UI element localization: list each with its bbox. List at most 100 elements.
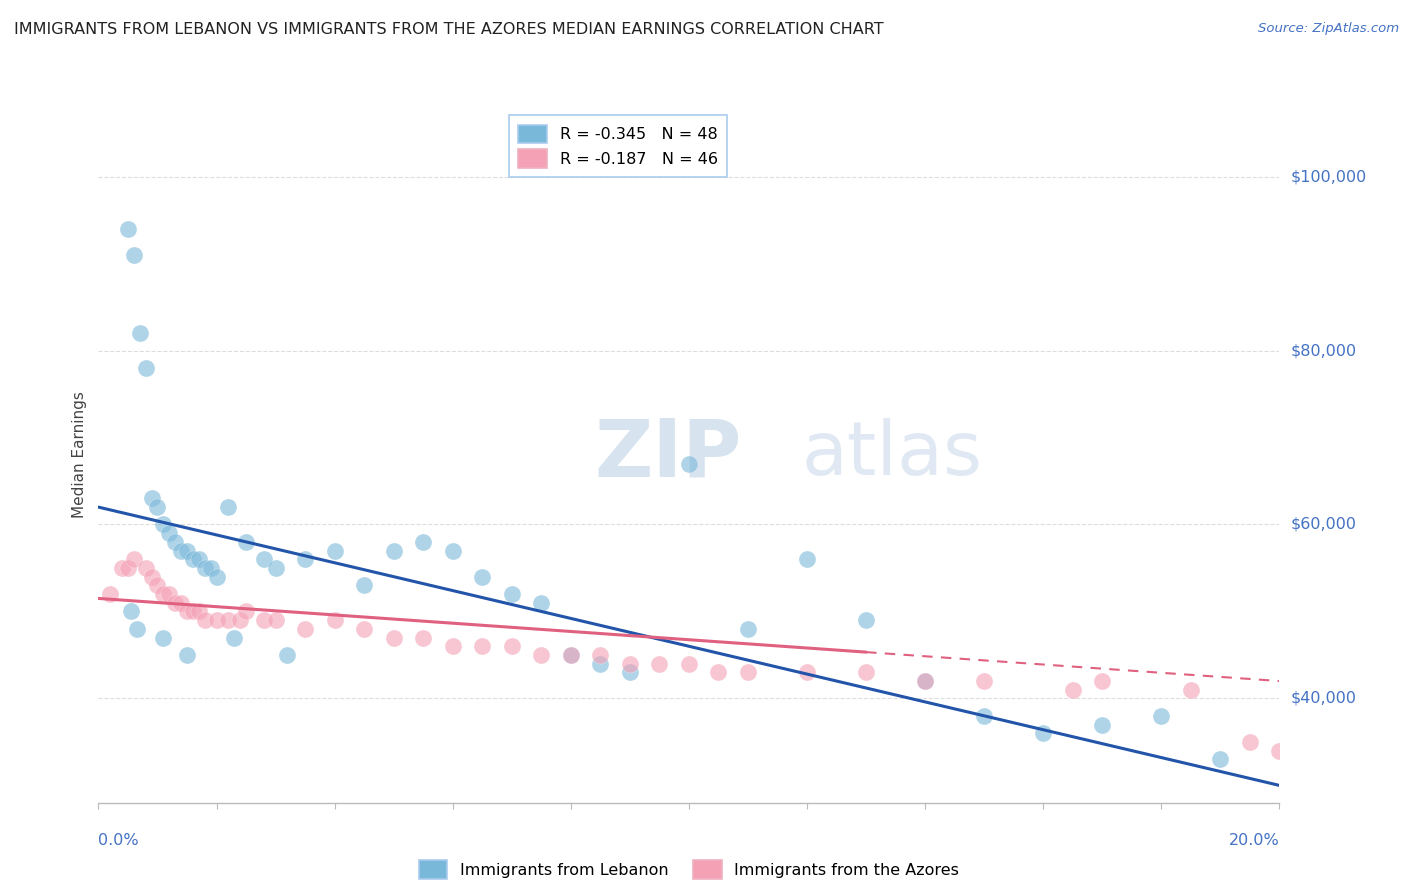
Point bbox=[973, 708, 995, 723]
Point bbox=[181, 605, 204, 619]
Point bbox=[146, 500, 169, 515]
Point bbox=[141, 570, 163, 584]
Point bbox=[501, 639, 523, 653]
Point bbox=[619, 657, 641, 671]
Point bbox=[264, 561, 287, 575]
Point bbox=[1091, 674, 1114, 689]
Point bbox=[796, 665, 818, 680]
Point bbox=[125, 622, 148, 636]
Point bbox=[122, 552, 145, 566]
Point bbox=[1150, 708, 1173, 723]
Point bbox=[170, 596, 193, 610]
Point bbox=[737, 665, 759, 680]
Point bbox=[382, 631, 405, 645]
Point bbox=[181, 552, 204, 566]
Point bbox=[382, 543, 405, 558]
Point bbox=[117, 222, 139, 236]
Point bbox=[737, 622, 759, 636]
Y-axis label: Median Earnings: Median Earnings bbox=[72, 392, 87, 518]
Point bbox=[253, 613, 276, 627]
Point bbox=[560, 648, 582, 662]
Point bbox=[165, 596, 187, 610]
Point bbox=[217, 500, 239, 515]
Point bbox=[264, 613, 287, 627]
Point bbox=[176, 605, 198, 619]
Point bbox=[205, 613, 228, 627]
Point bbox=[122, 248, 145, 262]
Point bbox=[1239, 735, 1261, 749]
Point bbox=[157, 526, 180, 541]
Text: $60,000: $60,000 bbox=[1291, 517, 1357, 532]
Point bbox=[1062, 682, 1084, 697]
Point bbox=[229, 613, 252, 627]
Text: 0.0%: 0.0% bbox=[98, 833, 139, 848]
Point bbox=[707, 665, 730, 680]
Point bbox=[152, 587, 174, 601]
Point bbox=[117, 561, 139, 575]
Point bbox=[678, 457, 700, 471]
Point bbox=[146, 578, 169, 592]
Point bbox=[217, 613, 239, 627]
Point bbox=[98, 587, 121, 601]
Point bbox=[323, 613, 346, 627]
Point bbox=[1268, 744, 1291, 758]
Point bbox=[111, 561, 134, 575]
Point bbox=[560, 648, 582, 662]
Point bbox=[1180, 682, 1202, 697]
Point bbox=[648, 657, 671, 671]
Point bbox=[165, 535, 187, 549]
Point bbox=[157, 587, 180, 601]
Point bbox=[141, 491, 163, 506]
Legend: Immigrants from Lebanon, Immigrants from the Azores: Immigrants from Lebanon, Immigrants from… bbox=[412, 854, 966, 885]
Text: 20.0%: 20.0% bbox=[1229, 833, 1279, 848]
Point bbox=[176, 648, 198, 662]
Point bbox=[589, 657, 612, 671]
Point bbox=[353, 622, 375, 636]
Point bbox=[441, 639, 464, 653]
Point bbox=[353, 578, 375, 592]
Point bbox=[205, 570, 228, 584]
Point bbox=[471, 639, 494, 653]
Text: $100,000: $100,000 bbox=[1291, 169, 1367, 184]
Point bbox=[294, 622, 316, 636]
Text: ZIP: ZIP bbox=[595, 416, 742, 494]
Text: $80,000: $80,000 bbox=[1291, 343, 1357, 358]
Point bbox=[253, 552, 276, 566]
Point bbox=[914, 674, 936, 689]
Point bbox=[1032, 726, 1054, 740]
Point bbox=[135, 361, 157, 376]
Point bbox=[796, 552, 818, 566]
Point bbox=[855, 665, 877, 680]
Point bbox=[412, 535, 434, 549]
Point bbox=[412, 631, 434, 645]
Point bbox=[152, 517, 174, 532]
Point bbox=[176, 543, 198, 558]
Point bbox=[323, 543, 346, 558]
Point bbox=[235, 535, 257, 549]
Point bbox=[530, 596, 553, 610]
Text: atlas: atlas bbox=[801, 418, 983, 491]
Point bbox=[530, 648, 553, 662]
Point bbox=[589, 648, 612, 662]
Point bbox=[1091, 717, 1114, 731]
Point bbox=[501, 587, 523, 601]
Text: IMMIGRANTS FROM LEBANON VS IMMIGRANTS FROM THE AZORES MEDIAN EARNINGS CORRELATIO: IMMIGRANTS FROM LEBANON VS IMMIGRANTS FR… bbox=[14, 22, 884, 37]
Text: Source: ZipAtlas.com: Source: ZipAtlas.com bbox=[1258, 22, 1399, 36]
Point bbox=[224, 631, 246, 645]
Point bbox=[128, 326, 150, 341]
Point bbox=[471, 570, 494, 584]
Point bbox=[973, 674, 995, 689]
Point bbox=[200, 561, 222, 575]
Point bbox=[194, 561, 217, 575]
Point bbox=[187, 605, 209, 619]
Point bbox=[170, 543, 193, 558]
Point bbox=[135, 561, 157, 575]
Point bbox=[1209, 752, 1232, 766]
Point bbox=[276, 648, 298, 662]
Point bbox=[619, 665, 641, 680]
Point bbox=[194, 613, 217, 627]
Point bbox=[678, 657, 700, 671]
Point bbox=[294, 552, 316, 566]
Point bbox=[152, 631, 174, 645]
Text: $40,000: $40,000 bbox=[1291, 691, 1357, 706]
